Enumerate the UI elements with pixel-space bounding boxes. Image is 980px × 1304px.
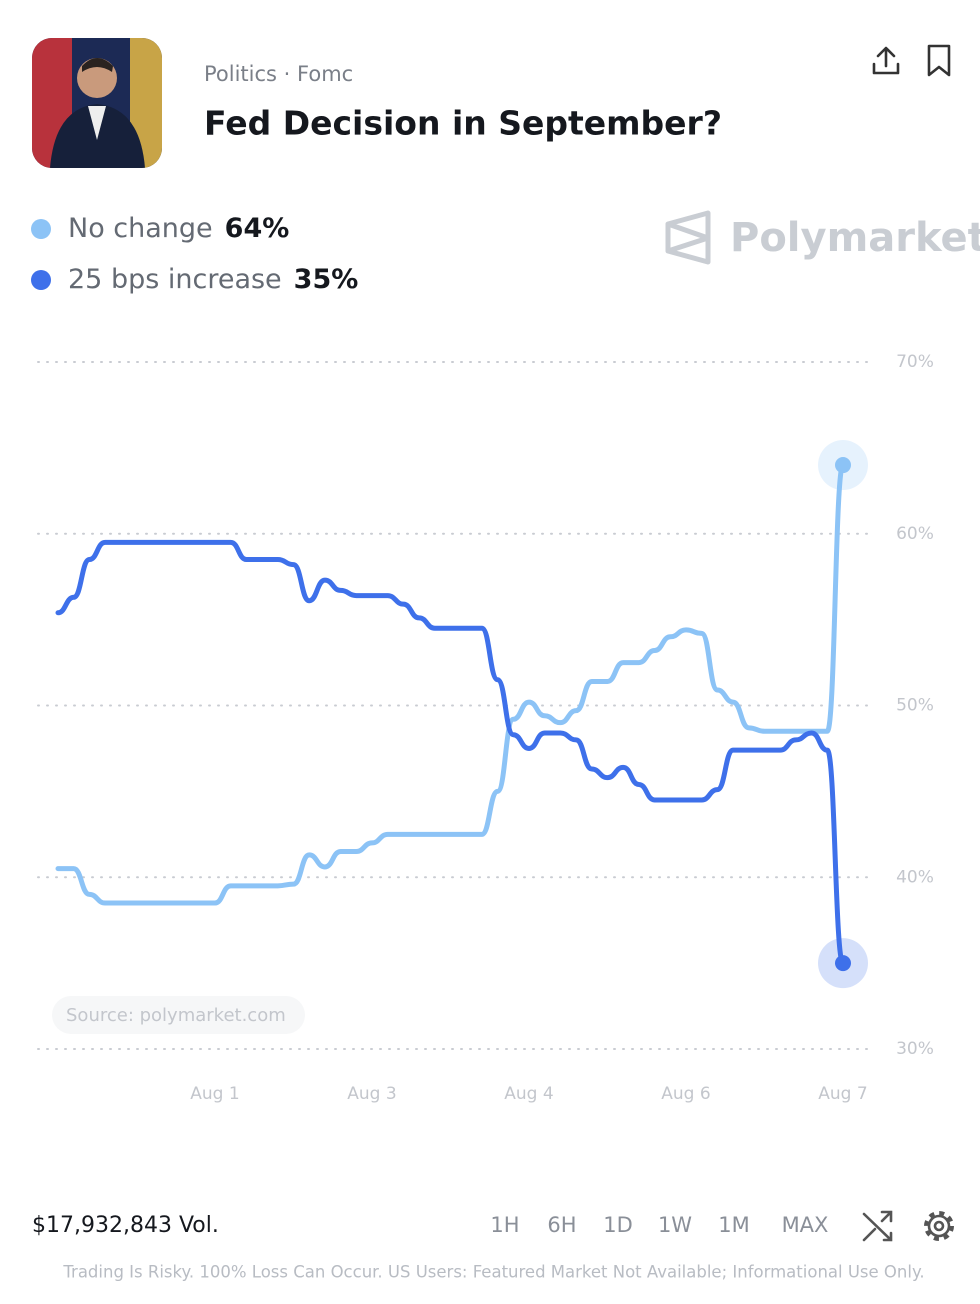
y-tick-label: 70% [896, 352, 934, 372]
x-tick-label: Aug 7 [818, 1084, 867, 1104]
legend-entry: 25 bps increase 35% [68, 264, 358, 295]
range-button[interactable]: 1W [658, 1213, 692, 1237]
y-tick-label: 50% [896, 696, 934, 716]
disclaimer: Trading Is Risky. 100% Loss Can Occur. U… [62, 1263, 924, 1282]
legend-name: No change [68, 213, 213, 244]
source-pill [52, 996, 305, 1034]
y-tick-label: 40% [896, 867, 934, 887]
share-button[interactable] [872, 46, 900, 75]
end-point [835, 457, 851, 474]
y-tick-label: 60% [896, 524, 934, 544]
x-tick-label: Aug 1 [190, 1084, 239, 1104]
brand-watermark: Polymarket [730, 215, 980, 261]
x-tick-label: Aug 4 [504, 1084, 553, 1104]
legend-entry: No change 64% [68, 213, 289, 244]
random-button[interactable] [862, 1210, 893, 1242]
end-point [835, 955, 851, 972]
market-title: Fed Decision in September? [204, 104, 722, 143]
legend-value: 35% [294, 264, 359, 295]
source: Source: polymarket.com [66, 1005, 286, 1026]
range-button[interactable]: 1M [718, 1213, 749, 1237]
series-line [55, 539, 846, 966]
breadcrumb: Politics · Fomc [204, 62, 353, 86]
x-tick-label: Aug 6 [661, 1084, 710, 1104]
legend-dot [31, 270, 51, 290]
legend-name: 25 bps increase [68, 264, 282, 295]
bookmark-button[interactable] [927, 44, 951, 77]
x-tick-label: Aug 3 [347, 1084, 396, 1104]
volume: $17,932,843 Vol. [32, 1213, 219, 1238]
range-button[interactable]: 1D [603, 1213, 633, 1237]
y-tick-label: 30% [896, 1039, 934, 1059]
market-image [32, 38, 162, 168]
legend-dot [31, 219, 51, 239]
brand-logo [665, 210, 711, 265]
range-button[interactable]: 6H [547, 1213, 576, 1237]
range-button[interactable]: 1H [490, 1213, 519, 1237]
legend-value: 64% [225, 213, 290, 244]
series-line [55, 462, 846, 906]
range-button[interactable]: MAX [782, 1213, 829, 1237]
settings-button[interactable] [924, 1211, 954, 1241]
